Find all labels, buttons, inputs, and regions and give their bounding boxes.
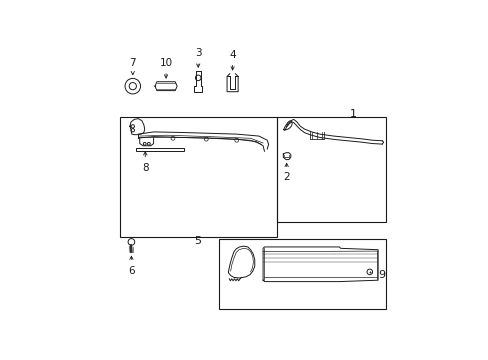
Text: 3: 3 (195, 49, 201, 58)
Text: 2: 2 (283, 172, 289, 182)
Bar (218, 239, 386, 309)
Text: 10: 10 (159, 58, 172, 68)
Bar (276, 117, 386, 222)
Text: 7: 7 (129, 58, 136, 68)
Text: 5: 5 (194, 237, 201, 246)
Text: 6: 6 (128, 266, 135, 276)
Text: 1: 1 (349, 109, 356, 119)
Text: 4: 4 (229, 50, 235, 60)
Text: 9: 9 (378, 270, 385, 280)
Text: 8: 8 (142, 163, 148, 173)
Bar (120, 117, 276, 237)
